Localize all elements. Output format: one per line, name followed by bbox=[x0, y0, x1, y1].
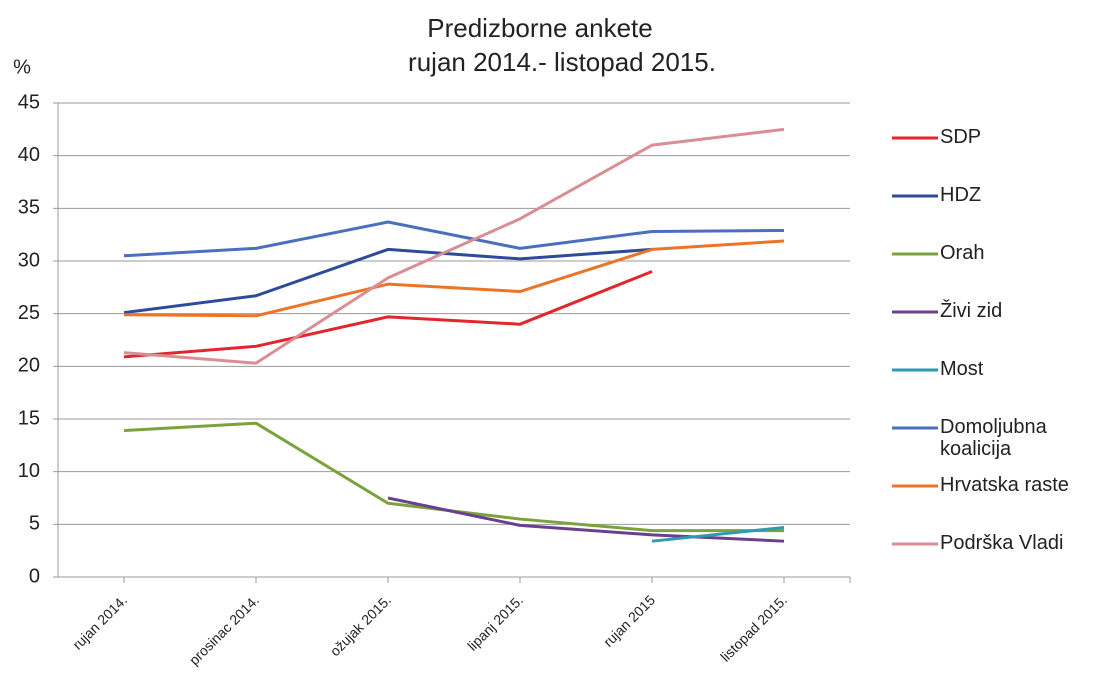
y-tick-label: 10 bbox=[18, 460, 40, 482]
legend-label: Domoljubna koalicija bbox=[940, 416, 1047, 460]
chart-subtitle: rujan 2014.- listopad 2015. bbox=[408, 47, 716, 77]
y-axis-label: % bbox=[13, 56, 31, 78]
x-tick-label: rujan 2015 bbox=[600, 592, 658, 650]
y-tick-label: 5 bbox=[29, 513, 40, 535]
y-tick-label: 40 bbox=[18, 144, 40, 166]
chart-title: Predizborne ankete bbox=[427, 13, 652, 43]
y-tick-label: 25 bbox=[18, 302, 40, 324]
y-tick-label: 15 bbox=[18, 407, 40, 429]
series-line bbox=[651, 526, 785, 543]
legend-label: Hrvatska raste bbox=[940, 474, 1069, 496]
y-tick-label: 35 bbox=[18, 197, 40, 219]
x-tick-label: rujan 2014. bbox=[69, 592, 130, 653]
legend-label: Podrška Vladi bbox=[940, 532, 1064, 554]
y-tick-label: 30 bbox=[18, 249, 40, 271]
y-tick-label: 0 bbox=[29, 565, 40, 587]
legend-label: Živi zid bbox=[940, 300, 1003, 322]
series-line bbox=[123, 127, 785, 365]
series-line bbox=[123, 247, 653, 315]
legend-label: SDP bbox=[940, 126, 982, 148]
series-line bbox=[123, 270, 653, 359]
series-line bbox=[123, 220, 785, 258]
series-line bbox=[123, 421, 784, 533]
legend-label: HDZ bbox=[940, 184, 982, 206]
y-tick-label: 45 bbox=[18, 91, 40, 113]
x-tick-label: lipanj 2015. bbox=[464, 592, 526, 654]
series-line bbox=[123, 239, 785, 318]
legend-label: Orah bbox=[940, 242, 985, 264]
y-tick-label: 20 bbox=[18, 355, 40, 377]
legend-label: Most bbox=[940, 358, 984, 380]
x-tick-label: listopad 2015. bbox=[717, 592, 790, 665]
series-line bbox=[387, 496, 785, 543]
x-tick-label: ožujak 2015. bbox=[327, 592, 394, 659]
x-tick-label: prosinac 2014. bbox=[186, 592, 262, 668]
